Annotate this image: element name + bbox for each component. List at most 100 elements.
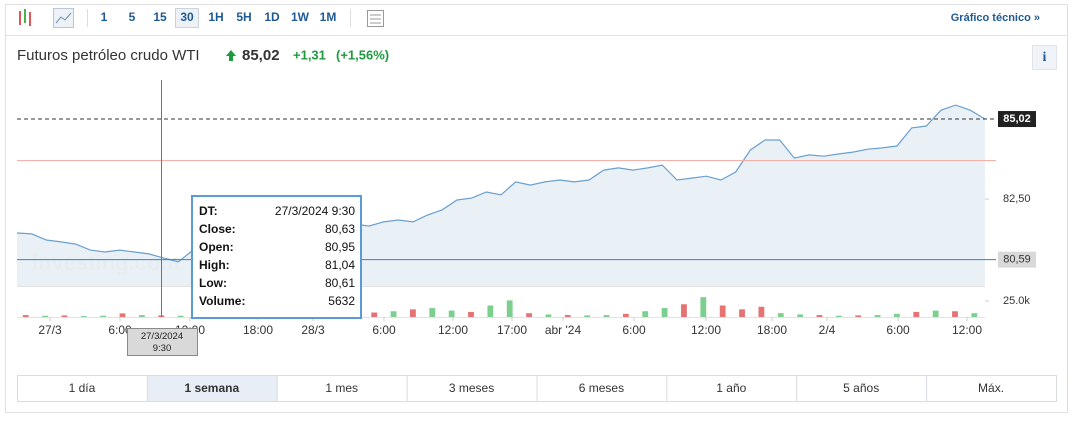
tooltip-value: 80,61 xyxy=(325,276,355,290)
x-tick-label: 6:00 xyxy=(886,323,910,337)
volume-bar xyxy=(952,311,958,317)
tooltip-key: Open: xyxy=(199,240,234,254)
range-button[interactable]: 1 mes xyxy=(325,381,358,395)
tooltip-key: Volume: xyxy=(199,294,245,308)
range-button[interactable]: 1 día xyxy=(69,381,96,395)
interval-button[interactable]: 1D xyxy=(264,10,280,24)
range-cell[interactable] xyxy=(796,375,928,402)
volume-bar xyxy=(119,313,126,317)
x-tick-label: 12:00 xyxy=(691,323,721,337)
volume-bar xyxy=(138,315,145,317)
range-button[interactable]: 1 semana xyxy=(184,381,239,395)
info-button[interactable] xyxy=(1032,45,1057,70)
volume-bar xyxy=(855,315,862,317)
volume-bar xyxy=(564,315,571,317)
range-cell[interactable] xyxy=(666,375,798,402)
interval-button[interactable]: 30 xyxy=(180,10,194,24)
range-button[interactable]: Máx. xyxy=(978,381,1004,395)
range-cell[interactable] xyxy=(276,375,408,402)
x-tick-label: 6:00 xyxy=(108,323,132,337)
volume-bar xyxy=(739,309,745,317)
volume-bar xyxy=(545,314,552,317)
volume-bar xyxy=(758,306,765,317)
volume-tick-label: 25.0k xyxy=(1003,295,1030,307)
interval-button[interactable]: 5H xyxy=(236,10,251,24)
x-tick-label: 12:00 xyxy=(438,323,468,337)
tooltip-value: 80,95 xyxy=(325,240,355,254)
price: 85,02 xyxy=(242,47,280,64)
volume-bar xyxy=(410,309,416,317)
x-tick-label: 2/4 xyxy=(819,323,836,337)
volume-bar xyxy=(622,313,629,317)
interval-button[interactable]: 1H xyxy=(208,10,223,24)
x-tick-label: 28/3 xyxy=(301,323,325,337)
x-tick-label: 27/3 xyxy=(38,323,62,337)
time-badge xyxy=(127,328,198,356)
range-cell[interactable] xyxy=(926,375,1057,402)
last-price-badge xyxy=(998,111,1036,128)
range-button[interactable]: 6 meses xyxy=(579,381,624,395)
volume-bar xyxy=(835,315,842,317)
time-badge-label: 27/3/2024 9:30 xyxy=(141,331,183,354)
volume-bar xyxy=(932,310,939,317)
candle-icon[interactable] xyxy=(19,9,31,26)
interval-selected[interactable] xyxy=(175,8,199,28)
volume-bar xyxy=(100,315,107,317)
x-tick-label: abr '24 xyxy=(545,323,582,337)
volume-bar xyxy=(390,311,397,317)
area-icon[interactable] xyxy=(53,8,74,28)
range-selected[interactable] xyxy=(146,375,278,402)
tooltip-value: 81,04 xyxy=(325,258,355,272)
interval-button[interactable]: 1W xyxy=(291,10,310,24)
tooltip-key: Close: xyxy=(199,222,236,236)
range-cell[interactable] xyxy=(536,375,668,402)
volume-bar xyxy=(429,308,436,317)
interval-button[interactable]: 1M xyxy=(320,10,337,24)
volume-bar xyxy=(371,312,378,317)
range-button[interactable]: 5 años xyxy=(843,381,879,395)
volume-bar xyxy=(487,305,494,317)
time-badge-line: 27/3/2024 xyxy=(141,331,183,342)
interval-button[interactable]: 5 xyxy=(129,10,136,24)
x-tick-label: 6:00 xyxy=(622,323,646,337)
range-button[interactable]: 3 meses xyxy=(449,381,494,395)
time-badge-line: 9:30 xyxy=(153,343,172,354)
x-tick-label: 18:00 xyxy=(243,323,273,337)
x-tick-label: 12:00 xyxy=(952,323,982,337)
change: +1,31 xyxy=(293,47,326,62)
range-cell[interactable] xyxy=(406,375,538,402)
tooltip-value: 80,63 xyxy=(325,222,355,236)
crosshair-label: 80,59 xyxy=(1003,254,1031,266)
volume-bar xyxy=(177,315,184,317)
volume-bar xyxy=(526,313,532,317)
tooltip-key: DT: xyxy=(199,204,218,218)
volume-bar xyxy=(971,313,978,317)
volume-bar xyxy=(913,311,920,317)
interval-button[interactable]: 15 xyxy=(153,10,167,24)
volume-bar xyxy=(22,315,29,317)
chart-layer: Investing.com25.0k82,5085,0280,5927/36:0… xyxy=(16,80,1036,356)
info-icon[interactable]: i xyxy=(1043,50,1047,65)
volume-bar xyxy=(719,305,726,317)
technical-chart-link[interactable]: Gráfico técnico » xyxy=(951,12,1040,24)
volume-bar xyxy=(777,313,784,317)
table-icon[interactable] xyxy=(367,10,384,27)
last-price-label: 85,02 xyxy=(1003,113,1031,125)
volume-bar xyxy=(642,311,649,317)
volume-bar xyxy=(874,315,881,317)
x-tick-label: 18:00 xyxy=(757,323,787,337)
volume-bar xyxy=(681,304,687,317)
up-arrow xyxy=(226,50,236,61)
volume-bar xyxy=(661,308,668,317)
x-tick-label: 6:00 xyxy=(372,323,396,337)
volume-bar xyxy=(584,315,591,317)
tooltip-value: 27/3/2024 9:30 xyxy=(275,204,355,218)
volume-bar xyxy=(61,315,68,317)
volume-bar xyxy=(700,297,707,317)
tooltip xyxy=(191,195,362,319)
interval-button[interactable]: 1 xyxy=(101,10,108,24)
range-button[interactable]: 1 año xyxy=(716,381,746,395)
volume-bar xyxy=(816,315,823,317)
